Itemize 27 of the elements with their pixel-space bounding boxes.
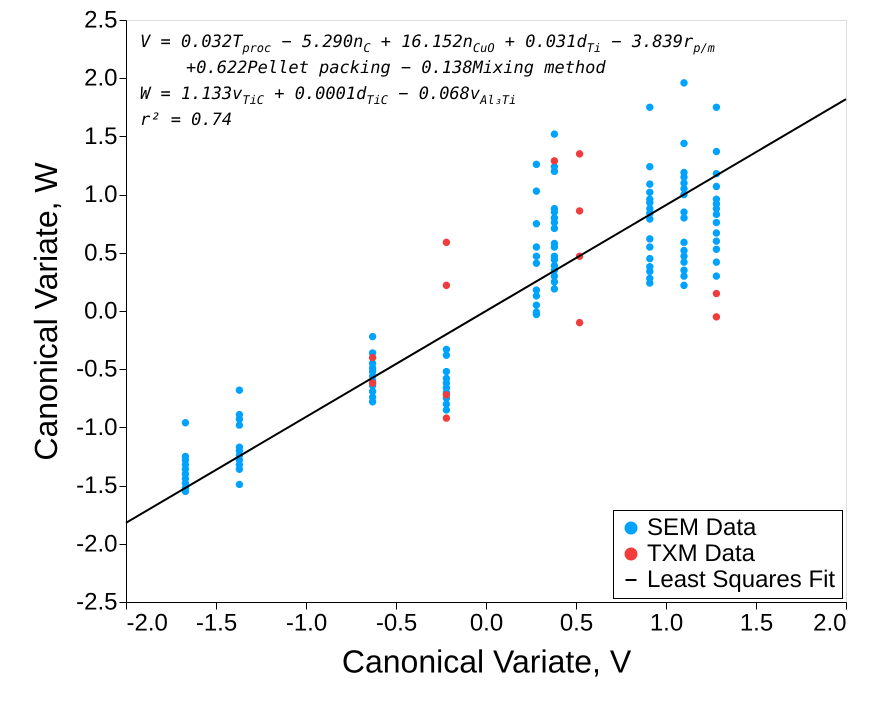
x-tick-label: 1.0 (650, 610, 684, 636)
x-tick-label: 0.0 (470, 610, 504, 636)
x-tick-label: 1.5 (740, 610, 774, 636)
annotation: r² = 0.74 (140, 110, 232, 130)
x-tick-label: -0.5 (376, 610, 418, 636)
y-axis-title: Canonical Variate, W (28, 162, 64, 461)
legend-label: SEM Data (647, 514, 758, 541)
y-tick-label: 0.0 (84, 298, 118, 324)
y-tick-label: 0.5 (84, 239, 118, 266)
x-axis-title: Canonical Variate, V (342, 644, 632, 680)
y-tick-label: 2.0 (84, 64, 118, 92)
x-tick-label: 2.0 (813, 610, 846, 636)
x-tick-label: -1.0 (286, 610, 328, 636)
legend-label: TXM Data (647, 540, 756, 567)
y-tick-label: -0.5 (76, 356, 118, 383)
x-tick-label: -1.5 (196, 610, 238, 636)
y-tick-label: -2.5 (76, 588, 118, 616)
y-tick-label: -1.5 (76, 472, 118, 500)
x-tick-label: -2.0 (126, 610, 168, 636)
legend-label: Least Squares Fit (647, 566, 836, 593)
y-tick-label: 2.5 (84, 6, 118, 34)
y-tick-label: -1.0 (76, 414, 118, 441)
annotation: +0.622Pellet packing − 0.138Mixing method (186, 58, 606, 78)
y-tick-label: 1.5 (84, 122, 118, 150)
y-tick-label: 1.0 (84, 181, 118, 208)
x-tick-label: 0.5 (560, 610, 594, 636)
y-tick-label: -2.0 (76, 530, 118, 558)
